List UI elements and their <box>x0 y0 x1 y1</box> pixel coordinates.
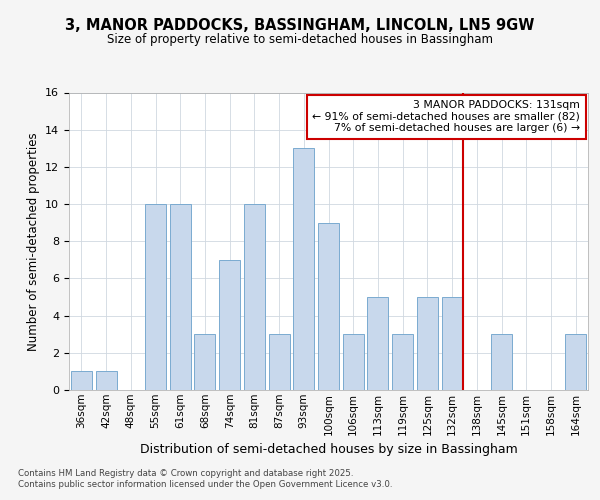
Bar <box>367 297 388 390</box>
Bar <box>293 148 314 390</box>
Bar <box>244 204 265 390</box>
Text: 3, MANOR PADDOCKS, BASSINGHAM, LINCOLN, LN5 9GW: 3, MANOR PADDOCKS, BASSINGHAM, LINCOLN, … <box>65 18 535 32</box>
Bar <box>343 334 364 390</box>
Bar <box>145 204 166 390</box>
Bar <box>219 260 240 390</box>
Bar <box>442 297 463 390</box>
Text: 3 MANOR PADDOCKS: 131sqm
← 91% of semi-detached houses are smaller (82)
7% of se: 3 MANOR PADDOCKS: 131sqm ← 91% of semi-d… <box>313 100 580 133</box>
Text: Contains public sector information licensed under the Open Government Licence v3: Contains public sector information licen… <box>18 480 392 489</box>
Bar <box>491 334 512 390</box>
Bar <box>95 372 116 390</box>
Bar <box>318 222 339 390</box>
Bar <box>71 372 92 390</box>
Bar <box>269 334 290 390</box>
Bar <box>417 297 438 390</box>
Text: Contains HM Land Registry data © Crown copyright and database right 2025.: Contains HM Land Registry data © Crown c… <box>18 469 353 478</box>
Bar <box>170 204 191 390</box>
Text: Size of property relative to semi-detached houses in Bassingham: Size of property relative to semi-detach… <box>107 32 493 46</box>
Bar <box>392 334 413 390</box>
Bar <box>194 334 215 390</box>
X-axis label: Distribution of semi-detached houses by size in Bassingham: Distribution of semi-detached houses by … <box>140 443 517 456</box>
Y-axis label: Number of semi-detached properties: Number of semi-detached properties <box>26 132 40 350</box>
Bar <box>565 334 586 390</box>
